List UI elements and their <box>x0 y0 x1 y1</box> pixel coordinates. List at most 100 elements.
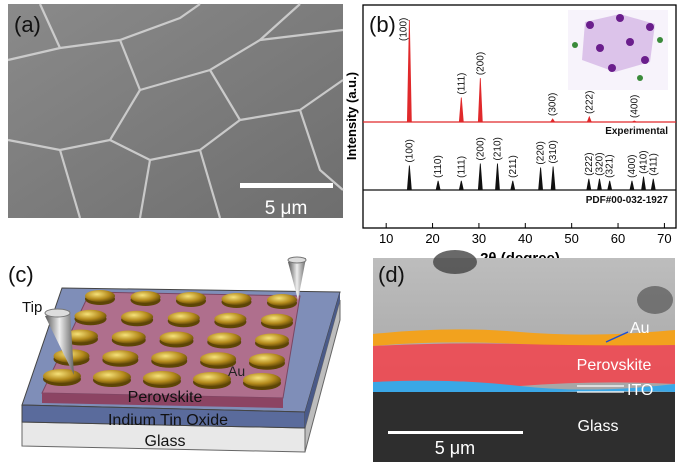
au-pad <box>176 292 206 304</box>
plot-frame <box>362 4 677 229</box>
peak <box>586 178 592 191</box>
x-tick-label: 70 <box>657 231 671 246</box>
au-pad <box>261 313 293 327</box>
peak-label: (100) <box>398 18 409 41</box>
au-pad <box>74 309 107 323</box>
perovskite-layer <box>373 343 675 389</box>
au-pad <box>151 351 188 365</box>
perovskite-front <box>42 393 283 408</box>
scale-bar-label: 5 μm <box>435 438 475 458</box>
peak <box>458 180 464 191</box>
peak <box>538 167 544 191</box>
au-pad <box>255 333 289 347</box>
peak <box>597 178 602 191</box>
peak-label: (321) <box>605 154 616 177</box>
peak <box>477 163 483 191</box>
panel-d: (d) Au Perovskite ITO Glass 5 μm <box>373 250 675 462</box>
peak <box>435 180 441 191</box>
peak-label: (411) <box>648 153 659 176</box>
glass-label: Glass <box>145 433 186 450</box>
ito-layer <box>373 380 675 395</box>
peak-label: (111) <box>456 156 467 178</box>
peak <box>632 120 637 123</box>
probe-tip <box>288 258 306 300</box>
peak-label: (211) <box>508 155 519 178</box>
scale-bar-label: 5 μm <box>265 198 308 219</box>
probe-tip-top <box>287 256 307 264</box>
peak <box>406 19 412 123</box>
panel-label: (c) <box>8 262 34 287</box>
panel-b: (b) Intensity (a.u.) 2θ (degree) 1020304… <box>344 4 677 267</box>
peak <box>550 166 556 191</box>
peak-label: (222) <box>584 91 595 114</box>
au-pad <box>130 291 161 303</box>
peak-label: (222) <box>584 152 595 175</box>
x-tick-label: 50 <box>564 231 578 246</box>
au-pad <box>207 332 242 346</box>
au-pads <box>43 290 297 390</box>
crystal-inset <box>568 10 668 90</box>
au-pad <box>85 290 115 302</box>
peak-label: (320) <box>594 152 605 175</box>
au-label: Au <box>630 320 650 337</box>
series-label: PDF#00-032-1927 <box>586 195 669 206</box>
peak-label: (310) <box>548 140 559 163</box>
au-pad <box>214 312 247 326</box>
au-pad <box>221 293 252 305</box>
octahedra <box>582 14 655 72</box>
probe-tip <box>45 310 74 375</box>
ito-side <box>305 292 340 428</box>
peak-label: (111) <box>456 73 467 95</box>
surface-feature <box>433 250 477 274</box>
panel-c: (c) Tip Au Perovskite Indium Tin Oxide G… <box>8 256 341 453</box>
peak-label: (220) <box>536 141 547 164</box>
au-pad <box>159 331 194 345</box>
au-pad <box>43 369 81 383</box>
organic-cations <box>572 37 663 81</box>
au-pad <box>121 310 154 324</box>
peak-label: (300) <box>548 93 559 116</box>
au-pad <box>249 353 285 367</box>
x-tick-label: 40 <box>518 231 532 246</box>
sem-image <box>8 4 343 218</box>
peak-label: (100) <box>404 139 415 162</box>
peak-label: (110) <box>433 155 444 178</box>
y-axis-label: Intensity (a.u.) <box>344 72 359 160</box>
grain-boundaries <box>7 3 344 219</box>
peak-label: (210) <box>492 137 503 160</box>
x-tick-label: 60 <box>611 231 625 246</box>
panel-label: (b) <box>369 12 396 37</box>
probe-tip-top <box>44 308 71 318</box>
series-label: Experimental <box>605 126 668 137</box>
peak <box>510 180 516 191</box>
peak-label: (200) <box>475 52 486 75</box>
au-pad <box>267 294 297 306</box>
surface-feature <box>637 286 673 314</box>
peak <box>495 163 500 191</box>
peak <box>586 115 592 123</box>
au-pad <box>193 372 231 386</box>
peak-label: (400) <box>629 95 640 118</box>
au-label: Au <box>228 363 245 379</box>
au-pointer <box>605 331 629 343</box>
x-tick-label: 20 <box>425 231 439 246</box>
peak-label: (200) <box>475 137 486 160</box>
au-pad <box>143 371 181 385</box>
peak <box>406 165 412 191</box>
au-pad <box>64 329 98 343</box>
ito-label: Indium Tin Oxide <box>108 412 228 429</box>
panel-a: (a) 5 μm <box>7 3 344 219</box>
au-layer <box>373 329 675 347</box>
peak <box>650 178 656 191</box>
au-pad <box>102 350 139 364</box>
glass-substrate <box>373 392 675 462</box>
peak <box>549 118 556 123</box>
au-pad <box>243 373 281 387</box>
peak <box>607 180 613 191</box>
glass-label: Glass <box>578 418 619 435</box>
panel-label: (a) <box>14 12 41 37</box>
au-pad <box>93 370 131 384</box>
x-tick-label: 10 <box>379 231 393 246</box>
au-pad <box>111 330 146 344</box>
